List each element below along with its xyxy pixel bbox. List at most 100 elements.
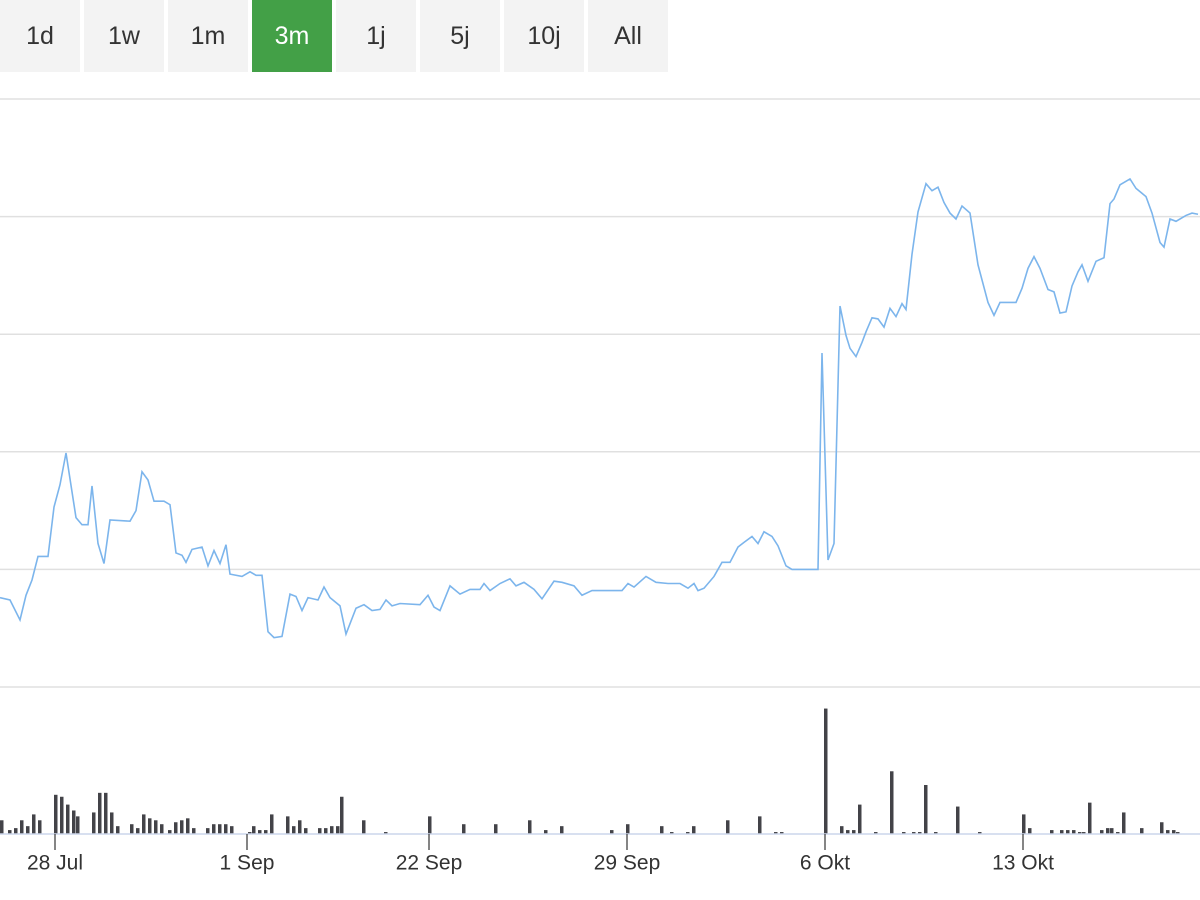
volume-bar bbox=[1078, 832, 1082, 834]
volume-bar bbox=[1176, 832, 1180, 834]
volume-bar bbox=[20, 820, 24, 834]
volume-bar bbox=[610, 830, 614, 834]
volume-bar bbox=[1088, 802, 1092, 834]
volume-bar bbox=[154, 820, 158, 834]
volume-bar bbox=[230, 826, 234, 834]
volume-bar bbox=[560, 826, 564, 834]
volume-bar bbox=[956, 806, 960, 834]
volume-bar bbox=[626, 824, 630, 834]
x-tick-label: 29 Sep bbox=[594, 852, 661, 875]
volume-bar bbox=[1082, 832, 1086, 834]
volume-bar bbox=[1140, 828, 1144, 834]
volume-bar bbox=[824, 708, 828, 834]
volume-bar bbox=[726, 820, 730, 834]
volume-bar bbox=[270, 814, 274, 834]
volume-bar bbox=[60, 796, 64, 834]
volume-bar bbox=[758, 816, 762, 834]
volume-bar bbox=[1072, 830, 1076, 834]
x-tick-label: 1 Sep bbox=[220, 852, 275, 875]
volume-bar bbox=[1022, 814, 1026, 834]
volume-bar bbox=[252, 826, 256, 834]
volume-bar bbox=[292, 826, 296, 834]
volume-bar bbox=[180, 820, 184, 834]
volume-bar bbox=[258, 830, 262, 834]
volume-bar bbox=[136, 828, 140, 834]
range-button[interactable]: 1j bbox=[336, 0, 416, 72]
volume-bar bbox=[1050, 830, 1054, 834]
volume-bar bbox=[0, 820, 4, 834]
volume-bar bbox=[692, 826, 696, 834]
volume-bar bbox=[1116, 832, 1120, 834]
volume-bar bbox=[902, 832, 906, 834]
volume-bar bbox=[384, 832, 388, 834]
volume-bar bbox=[186, 818, 190, 834]
price-line bbox=[0, 177, 1199, 639]
volume-bar bbox=[110, 812, 114, 834]
volume-bar bbox=[544, 830, 548, 834]
range-button[interactable]: 1d bbox=[0, 0, 80, 72]
volume-bar bbox=[858, 804, 862, 834]
volume-bar bbox=[336, 826, 340, 834]
volume-bar bbox=[54, 794, 58, 834]
volume-bar bbox=[1028, 828, 1032, 834]
volume-bar bbox=[76, 816, 80, 834]
range-button[interactable]: 1m bbox=[168, 0, 248, 72]
x-tick-label: 28 Jul bbox=[27, 852, 83, 875]
volume-bar bbox=[168, 830, 172, 834]
volume-bar bbox=[1172, 830, 1176, 834]
volume-bar bbox=[670, 832, 674, 834]
volume-bar bbox=[8, 830, 12, 834]
volume-bar bbox=[918, 832, 922, 834]
volume-bar bbox=[298, 820, 302, 834]
x-tick-label: 13 Okt bbox=[992, 852, 1054, 875]
volume-bar bbox=[318, 828, 322, 834]
volume-bar bbox=[840, 826, 844, 834]
volume-bar bbox=[912, 832, 916, 834]
x-tick-label: 22 Sep bbox=[396, 852, 463, 875]
volume-bar bbox=[780, 832, 784, 834]
volume-bar bbox=[1100, 830, 1104, 834]
volume-bar bbox=[330, 826, 334, 834]
volume-bar bbox=[528, 820, 532, 834]
volume-bar bbox=[224, 824, 228, 834]
volume-bar bbox=[26, 826, 30, 834]
volume-bar bbox=[494, 824, 498, 834]
volume-bar bbox=[1060, 830, 1064, 834]
x-tick-label: 6 Okt bbox=[800, 852, 850, 875]
volume-bar bbox=[1122, 812, 1126, 834]
volume-bar bbox=[324, 828, 328, 834]
range-button[interactable]: 3m bbox=[252, 0, 332, 72]
volume-bar bbox=[1066, 830, 1070, 834]
volume-bar bbox=[934, 832, 938, 834]
volume-bar bbox=[286, 816, 290, 834]
volume-bar bbox=[660, 826, 664, 834]
volume-bar bbox=[174, 822, 178, 834]
volume-bar bbox=[192, 828, 196, 834]
volume-bar bbox=[852, 830, 856, 834]
volume-bar bbox=[38, 820, 42, 834]
range-button[interactable]: 1w bbox=[84, 0, 164, 72]
volume-bar bbox=[116, 826, 120, 834]
volume-bar bbox=[104, 792, 108, 834]
volume-bar bbox=[1106, 828, 1110, 834]
volume-bar bbox=[206, 828, 210, 834]
volume-bar bbox=[142, 814, 146, 834]
volume-bar bbox=[362, 820, 366, 834]
volume-bar bbox=[130, 824, 134, 834]
range-button[interactable]: 10j bbox=[504, 0, 584, 72]
volume-bar bbox=[340, 796, 344, 834]
volume-bar bbox=[774, 832, 778, 834]
volume-bar bbox=[32, 814, 36, 834]
volume-bar bbox=[248, 832, 252, 834]
range-button[interactable]: 5j bbox=[420, 0, 500, 72]
volume-bar bbox=[66, 804, 70, 834]
volume-bar bbox=[874, 832, 878, 834]
volume-bar bbox=[890, 771, 894, 834]
volume-bar bbox=[846, 830, 850, 834]
volume-bar bbox=[14, 828, 18, 834]
range-button[interactable]: All bbox=[588, 0, 668, 72]
range-selector: 1d 1w 1m 3m 1j 5j 10j All bbox=[0, 0, 668, 72]
volume-bar bbox=[1110, 828, 1114, 834]
